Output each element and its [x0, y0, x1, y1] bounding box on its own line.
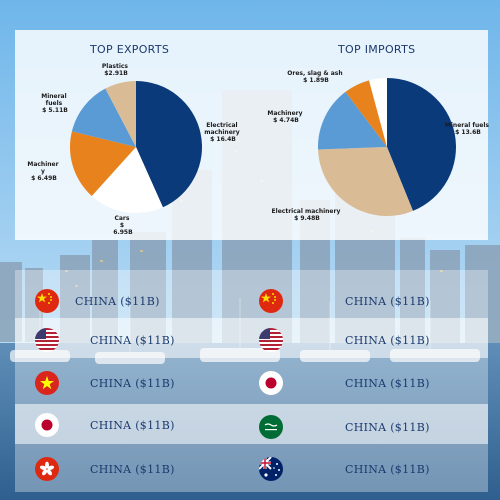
export-partner-row: CHINA ($11B) [35, 405, 175, 445]
exports-pie-slice-3 [70, 131, 136, 197]
exports-pie-slice-4 [71, 88, 136, 147]
export-partner-row: CHINA ($11B) [35, 449, 175, 489]
exports-label-electrical-machinery: Electrical machinery $ 16.4B [204, 122, 242, 143]
import-partner-text: CHINA ($11B) [345, 376, 430, 390]
exports-label-machinery: Machiner y $ 6.49B [27, 161, 60, 182]
export-partner-text: CHINA ($11B) [90, 418, 175, 432]
imports-label-electrical-machinery: Electrical machinery $ 9.48B [272, 208, 343, 222]
imports-label-mineral-fuels: Mineral fuels $ 13.6B [445, 122, 491, 136]
exports-chart-title: TOP EXPORTS [90, 43, 170, 56]
import-partner-text: CHINA ($11B) [345, 333, 430, 347]
usa-flag-icon [35, 328, 59, 352]
partner-band-4 [15, 404, 488, 444]
vietnam-flag-icon [35, 371, 59, 395]
imports-label-ores-slag-ash: Ores, slag & ash $ 1.89B [287, 70, 344, 84]
export-partner-text: CHINA ($11B) [90, 462, 175, 476]
imports-chart-title: TOP IMPORTS [338, 43, 416, 56]
usa-flag-icon [259, 328, 283, 352]
exports-label-mineral-fuels: Mineral fuels $ 5.11B [41, 93, 69, 114]
export-partner-row: CHINA ($11B) [35, 363, 175, 403]
china-flag-icon [259, 289, 283, 313]
exports-pie-slice-5 [105, 81, 136, 147]
hong-kong-flag-icon [35, 457, 59, 481]
imports-pie-slice-3 [318, 91, 387, 150]
export-partner-row: CHINA ($11B) [35, 320, 175, 360]
import-partner-row: CHINA ($11B) [259, 407, 430, 447]
export-partner-text: CHINA ($11B) [90, 376, 175, 390]
export-partner-text: CHINA ($11B) [90, 333, 175, 347]
exports-label-cars: Cars $ 6.95B [113, 215, 133, 236]
import-partner-row: CHINA ($11B) [259, 449, 430, 489]
exports-pie [70, 81, 203, 213]
imports-pie-slice-5 [369, 78, 387, 147]
import-partner-row: CHINA ($11B) [259, 281, 430, 321]
japan-flag-icon [259, 371, 283, 395]
imports-pie-slice-1 [387, 78, 456, 211]
china-flag-icon [35, 289, 59, 313]
imports-label-machinery: Machinery $ 4.74B [267, 110, 304, 124]
exports-pie-slice-1 [136, 81, 203, 208]
australia-flag-icon [259, 457, 283, 481]
import-partner-row: CHINA ($11B) [259, 320, 430, 360]
pie-charts: Electrical machinery $ 16.4B Cars $ 6.95… [27, 63, 491, 236]
import-partner-row: CHINA ($11B) [259, 363, 430, 403]
import-partner-text: CHINA ($11B) [345, 294, 430, 308]
imports-pie-slice-2 [318, 147, 413, 216]
trade-partners-panel [15, 270, 488, 492]
partner-band-2 [15, 318, 488, 358]
exports-pie-slice-2 [91, 147, 163, 213]
imports-pie [318, 78, 456, 216]
export-partner-row: CHINA ($11B) [35, 281, 160, 321]
import-partner-text: CHINA ($11B) [345, 420, 430, 434]
japan-flag-icon [35, 413, 59, 437]
export-partner-text: CHINA ($11B) [75, 294, 160, 308]
imports-pie-slice-4 [345, 80, 387, 147]
import-partner-text: CHINA ($11B) [345, 462, 430, 476]
exports-label-plastics: Plastics $2.91B [102, 63, 130, 77]
saudi-arabia-flag-icon [259, 415, 283, 439]
charts-panel: TOP EXPORTS TOP IMPORTS Electrical machi… [15, 30, 491, 240]
